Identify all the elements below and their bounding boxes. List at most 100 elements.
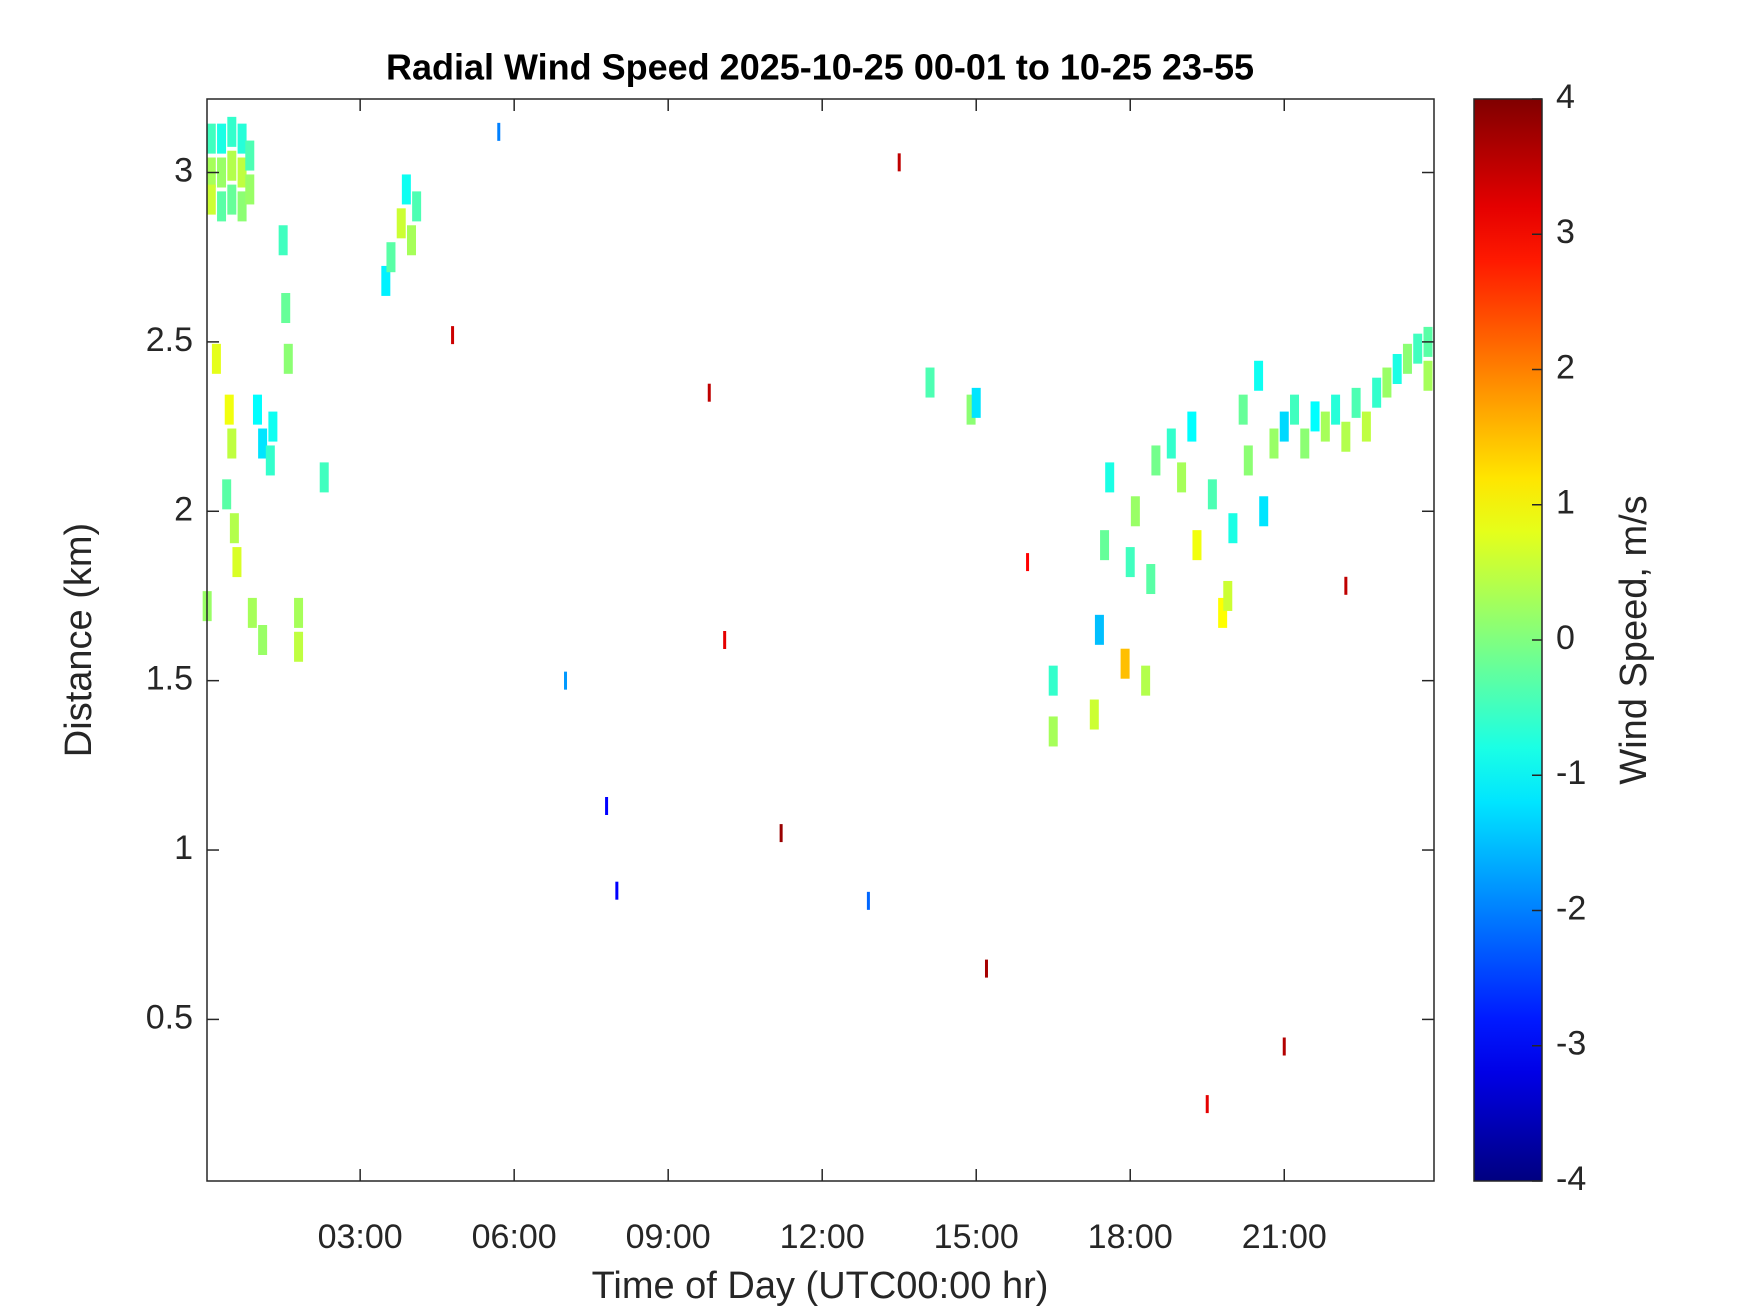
- heat-cell: [723, 631, 727, 649]
- heat-cell: [386, 242, 396, 273]
- y-axis-label: Distance (km): [58, 523, 100, 757]
- heat-cell: [1243, 445, 1253, 476]
- heat-cell: [1207, 479, 1217, 510]
- heat-cell: [1300, 428, 1310, 459]
- colorbar-label: Wind Speed, m/s: [1613, 495, 1655, 784]
- y-tick-label: 0.5: [146, 998, 193, 1036]
- heat-cell: [281, 293, 291, 324]
- x-tick-label: 21:00: [1242, 1218, 1327, 1256]
- heat-cell: [412, 191, 422, 222]
- heat-cell: [1187, 411, 1197, 442]
- x-tick-label: 18:00: [1088, 1218, 1173, 1256]
- heat-cell: [401, 174, 411, 205]
- heat-cell: [1094, 614, 1104, 645]
- heat-cell: [245, 140, 255, 171]
- x-tick-label: 03:00: [318, 1218, 403, 1256]
- y-tick-label: 2: [174, 490, 193, 528]
- heat-cell: [237, 157, 247, 188]
- y-tick-label: 3: [174, 151, 193, 189]
- colorbar-tick-label: -4: [1556, 1160, 1586, 1198]
- heat-cell: [227, 428, 237, 459]
- colorbar: [1473, 98, 1543, 1182]
- heat-cell: [278, 225, 288, 256]
- heat-cell: [1089, 699, 1099, 730]
- heat-cell: [217, 123, 227, 154]
- heat-cell: [294, 631, 304, 662]
- x-tick-label: 15:00: [934, 1218, 1019, 1256]
- heat-cell: [227, 150, 237, 181]
- heat-cell: [237, 191, 247, 222]
- heat-cell: [1177, 462, 1187, 493]
- heat-cell: [1259, 496, 1269, 527]
- colorbar-tick-label: 0: [1556, 619, 1575, 657]
- heat-cell: [1141, 665, 1151, 696]
- heat-cell: [1344, 576, 1348, 595]
- heat-cell: [866, 891, 870, 910]
- heat-cell: [406, 225, 416, 256]
- heat-cell: [265, 445, 275, 476]
- heat-cell: [252, 394, 262, 425]
- heat-cell: [1223, 580, 1233, 611]
- colorbar-tick-label: 3: [1556, 213, 1575, 251]
- heat-cell: [237, 123, 247, 154]
- heat-cell: [1192, 530, 1202, 561]
- heat-cell: [1130, 496, 1140, 527]
- heat-cell: [1125, 547, 1135, 578]
- heat-cell: [1146, 564, 1156, 595]
- heat-cell: [258, 428, 268, 459]
- heat-cell: [1320, 411, 1330, 442]
- heat-cell: [227, 116, 237, 147]
- colorbar-tick-label: 1: [1556, 484, 1575, 522]
- heat-cell: [1105, 462, 1115, 493]
- heat-cell: [1392, 353, 1402, 384]
- heat-cell: [217, 191, 227, 222]
- heat-cell: [779, 824, 783, 843]
- x-axis-label: Time of Day (UTC00:00 hr): [592, 1265, 1049, 1307]
- heat-cell: [1310, 401, 1320, 432]
- heat-cell: [1331, 394, 1341, 425]
- heat-cell: [1279, 411, 1289, 442]
- heat-cell: [1341, 421, 1351, 452]
- heat-cell: [1048, 716, 1058, 747]
- heat-cell: [1423, 360, 1433, 391]
- heat-cell: [1282, 1037, 1286, 1056]
- heat-cell: [258, 625, 268, 655]
- heat-cell: [232, 547, 242, 578]
- heat-cell: [1166, 428, 1176, 459]
- heat-cell: [497, 122, 501, 141]
- heat-cell: [283, 343, 293, 374]
- heat-cell: [229, 513, 239, 544]
- heat-cell: [1402, 343, 1412, 374]
- x-tick-label: 09:00: [626, 1218, 711, 1256]
- heat-cell: [211, 343, 221, 374]
- heat-cell: [1026, 553, 1030, 572]
- heat-cell: [1382, 367, 1392, 398]
- heat-cell: [971, 387, 981, 418]
- heat-cell: [224, 394, 234, 425]
- colorbar-tick-label: -1: [1556, 754, 1586, 792]
- heat-cell: [1413, 333, 1423, 364]
- colorbar-tick-label: -2: [1556, 889, 1586, 927]
- heat-cell: [1120, 648, 1130, 679]
- x-tick-label: 06:00: [472, 1218, 557, 1256]
- heat-cell: [245, 174, 255, 205]
- heat-cell: [217, 157, 227, 188]
- colorbar-tick-label: 2: [1556, 348, 1575, 386]
- y-tick-label: 1.5: [146, 660, 193, 698]
- plot-frame: [206, 98, 1435, 1182]
- heat-cell: [1228, 513, 1238, 544]
- heat-cell: [564, 671, 568, 690]
- heat-cell: [1218, 597, 1228, 628]
- heat-cell: [897, 153, 901, 172]
- heat-cell: [206, 184, 216, 215]
- heat-cell: [396, 208, 406, 239]
- heat-cell: [1238, 394, 1248, 425]
- heat-cell: [227, 184, 237, 215]
- plot-area: [207, 99, 1434, 1181]
- heat-cell: [925, 367, 935, 398]
- heat-cell: [1100, 530, 1110, 561]
- y-tick-label: 1: [174, 829, 193, 867]
- heat-cell: [615, 881, 619, 900]
- heat-cell: [1290, 394, 1300, 425]
